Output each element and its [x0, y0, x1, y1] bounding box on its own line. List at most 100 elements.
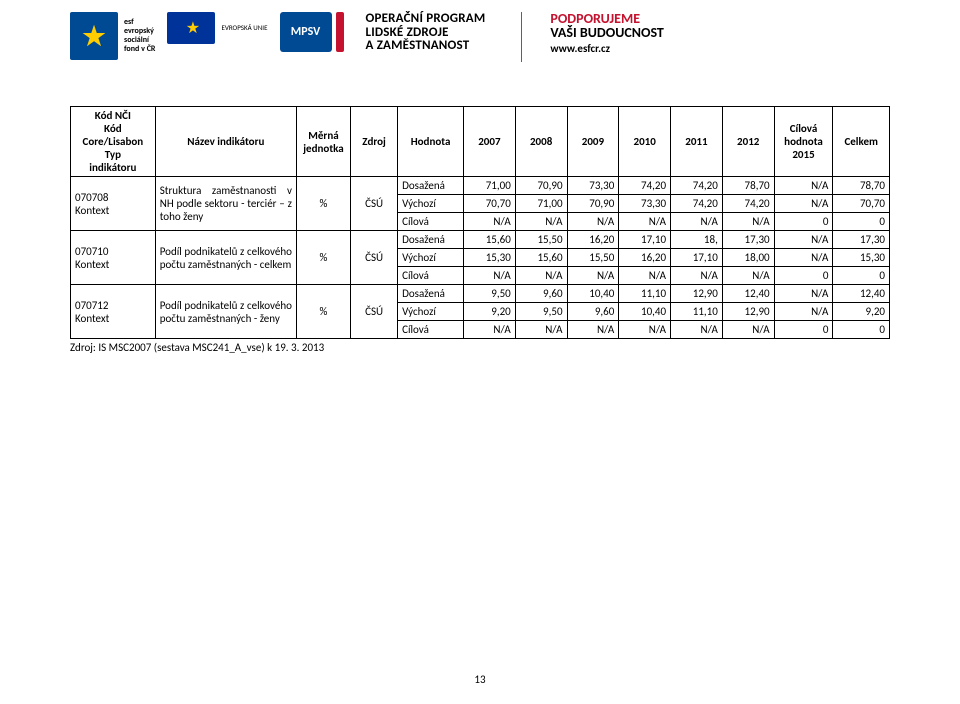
cell-2011: 74,20 [671, 195, 723, 213]
cell-2007: N/A [464, 213, 516, 231]
table-header: Kód NČI Kód Core/Lisabon Typ indikátoru … [71, 107, 890, 177]
cell-2012: 78,70 [722, 177, 774, 195]
cell-kind: Výchozí [398, 249, 464, 267]
cell-total: 78,70 [833, 177, 890, 195]
cell-source: ČSÚ [351, 177, 398, 231]
cell-target: N/A [774, 195, 833, 213]
cell-unit: % [296, 285, 350, 339]
cell-2008: 15,60 [515, 249, 567, 267]
cell-source: ČSÚ [351, 285, 398, 339]
cell-target: N/A [774, 285, 833, 303]
th-2010: 2010 [619, 107, 671, 177]
eu-flag-icon: ★ [167, 12, 215, 44]
cell-2009: N/A [567, 267, 619, 285]
cell-name: Podíl podnikatelů z celkového počtu zamě… [155, 231, 296, 285]
cell-target: 0 [774, 321, 833, 339]
cell-2010: 10,40 [619, 303, 671, 321]
cell-2010: 17,10 [619, 231, 671, 249]
cell-total: 9,20 [833, 303, 890, 321]
cell-kind: Výchozí [398, 303, 464, 321]
cell-2012: N/A [722, 213, 774, 231]
cell-2009: 16,20 [567, 231, 619, 249]
cell-total: 0 [833, 321, 890, 339]
support-url: www.esfcr.cz [550, 42, 663, 55]
indicators-table: Kód NČI Kód Core/Lisabon Typ indikátoru … [70, 106, 890, 339]
th-2007: 2007 [464, 107, 516, 177]
table-row: 070712 KontextPodíl podnikatelů z celkov… [71, 285, 890, 303]
cell-2010: N/A [619, 213, 671, 231]
th-kind: Hodnota [398, 107, 464, 177]
table-body: 070708 KontextStruktura zaměstnanosti v … [71, 177, 890, 339]
page: ★ esf evropský sociální fond v ČR ★ EVRO… [0, 0, 960, 704]
cell-2012: N/A [722, 267, 774, 285]
cell-2011: 12,90 [671, 285, 723, 303]
th-target: Cílová hodnota 2015 [774, 107, 833, 177]
program-title-line3: A ZAMĚSTNANOST [366, 38, 470, 53]
cell-code: 070712 Kontext [71, 285, 156, 339]
cell-2011: 11,10 [671, 303, 723, 321]
cell-unit: % [296, 177, 350, 231]
cell-2007: 9,50 [464, 285, 516, 303]
support-block: PODPORUJEME VAŠI BUDOUCNOST www.esfcr.cz [550, 12, 663, 55]
cell-2010: 74,20 [619, 177, 671, 195]
header-logos: ★ esf evropský sociální fond v ČR ★ EVRO… [70, 0, 890, 76]
cell-2007: 70,70 [464, 195, 516, 213]
cell-2008: N/A [515, 267, 567, 285]
cell-target: 0 [774, 267, 833, 285]
th-2011: 2011 [671, 107, 723, 177]
cell-kind: Výchozí [398, 195, 464, 213]
th-code: Kód NČI Kód Core/Lisabon Typ indikátoru [71, 107, 156, 177]
cell-2009: N/A [567, 321, 619, 339]
cell-2012: N/A [722, 321, 774, 339]
page-number: 13 [0, 673, 960, 686]
header-separator [521, 12, 522, 62]
th-source: Zdroj [351, 107, 398, 177]
esf-text: esf evropský sociální fond v ČR [124, 18, 155, 53]
mpsv-logo: MPSV [280, 12, 344, 52]
cell-2007: 9,20 [464, 303, 516, 321]
cell-kind: Cílová [398, 267, 464, 285]
cell-2008: 71,00 [515, 195, 567, 213]
cell-2008: 9,50 [515, 303, 567, 321]
cell-2012: 17,30 [722, 231, 774, 249]
cell-2008: 9,60 [515, 285, 567, 303]
cell-name: Podíl podnikatelů z celkového počtu zamě… [155, 285, 296, 339]
cell-2008: N/A [515, 213, 567, 231]
cell-2011: 17,10 [671, 249, 723, 267]
cell-2008: 15,50 [515, 231, 567, 249]
eu-star-icon: ★ [186, 18, 197, 38]
cell-2009: 10,40 [567, 285, 619, 303]
esf-star-icon: ★ [70, 12, 118, 60]
cell-target: 0 [774, 213, 833, 231]
cell-2010: 16,20 [619, 249, 671, 267]
esf-line3: fond v ČR [124, 44, 155, 54]
table-row: 070710 KontextPodíl podnikatelů z celkov… [71, 231, 890, 249]
cell-kind: Cílová [398, 213, 464, 231]
cell-2012: 74,20 [722, 195, 774, 213]
mpsv-bar-icon [336, 12, 344, 52]
cell-2007: N/A [464, 267, 516, 285]
th-2012: 2012 [722, 107, 774, 177]
cell-2010: N/A [619, 321, 671, 339]
cell-target: N/A [774, 303, 833, 321]
th-2009: 2009 [567, 107, 619, 177]
support-line2: VAŠI BUDOUCNOST [550, 26, 663, 40]
cell-2012: 12,90 [722, 303, 774, 321]
cell-2010: 73,30 [619, 195, 671, 213]
esf-logo: ★ esf evropský sociální fond v ČR [70, 12, 155, 60]
cell-total: 0 [833, 213, 890, 231]
cell-target: N/A [774, 177, 833, 195]
cell-total: 17,30 [833, 231, 890, 249]
cell-2011: 18, [671, 231, 723, 249]
cell-2010: N/A [619, 267, 671, 285]
th-total: Celkem [833, 107, 890, 177]
cell-2012: 18,00 [722, 249, 774, 267]
cell-2011: N/A [671, 321, 723, 339]
cell-2012: 12,40 [722, 285, 774, 303]
eu-logo: ★ EVROPSKÁ UNIE [167, 12, 267, 44]
cell-2007: 71,00 [464, 177, 516, 195]
cell-2007: 15,60 [464, 231, 516, 249]
cell-kind: Dosažená [398, 177, 464, 195]
cell-2010: 11,10 [619, 285, 671, 303]
cell-2008: 70,90 [515, 177, 567, 195]
